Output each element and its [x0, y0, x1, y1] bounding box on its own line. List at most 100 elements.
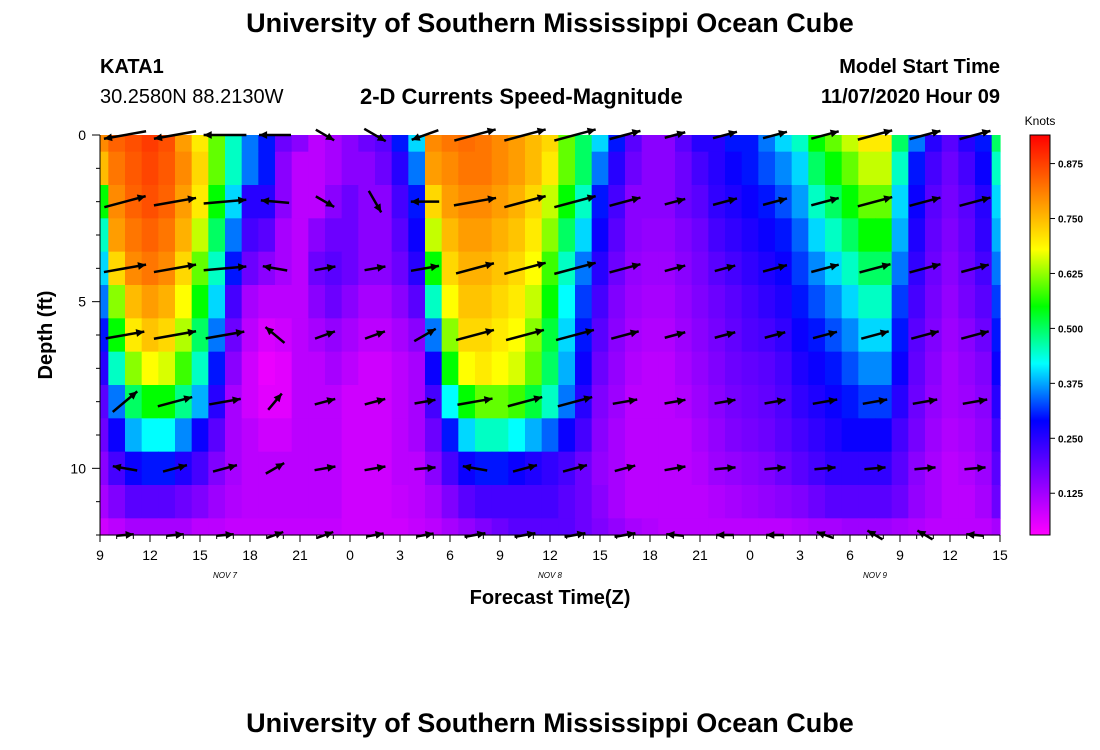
- model-start-label: Model Start Time: [839, 56, 1000, 78]
- heatmap-cell: [325, 485, 343, 519]
- current-vector: [609, 195, 641, 208]
- heatmap-cell: [308, 185, 326, 219]
- current-vector: [454, 127, 496, 142]
- heatmap-cell: [508, 418, 526, 453]
- heatmap-cell: [925, 418, 943, 453]
- heatmap-cell: [575, 251, 593, 286]
- current-vector: [367, 190, 383, 214]
- heatmap-cell: [175, 418, 193, 453]
- heatmap-cell: [725, 351, 743, 386]
- heatmap-cell: [708, 218, 726, 253]
- heatmap-cell: [391, 418, 409, 453]
- heatmap-cell: [341, 151, 359, 186]
- heatmap-cell: [608, 151, 626, 186]
- heatmap-cell: [708, 318, 726, 353]
- current-vector: [960, 262, 990, 274]
- x-tick-label: 3: [396, 547, 404, 563]
- heatmap-cell: [458, 418, 476, 453]
- heatmap-cell: [158, 518, 176, 536]
- heatmap-cell: [525, 518, 543, 536]
- heatmap-cell: [358, 318, 376, 353]
- heatmap-cell: [775, 218, 793, 253]
- heatmap-cell: [525, 351, 543, 386]
- heatmap-cell: [791, 285, 809, 319]
- heatmap-cell: [858, 351, 876, 386]
- heatmap-cell: [441, 451, 459, 486]
- heatmap-cell: [775, 185, 793, 219]
- heatmap-cell: [175, 151, 193, 186]
- heatmap-cell: [491, 285, 509, 319]
- heatmap-cell: [925, 218, 943, 253]
- heatmap-cell: [425, 218, 443, 253]
- heatmap-cell: [875, 351, 893, 386]
- heatmap-cell: [825, 351, 843, 386]
- heatmap-cell: [408, 218, 426, 253]
- current-vector: [609, 129, 641, 141]
- x-tick-label: 12: [542, 547, 558, 563]
- heatmap-cell: [458, 318, 476, 353]
- heatmap-cell: [808, 418, 826, 453]
- heatmap-cell: [775, 418, 793, 453]
- heatmap-cell: [375, 451, 393, 486]
- heatmap-cell: [608, 485, 626, 519]
- heatmap-cell: [441, 135, 459, 153]
- heatmap-cell: [408, 351, 426, 386]
- heatmap-cell: [191, 135, 209, 153]
- heatmap-cell: [425, 285, 443, 319]
- heatmap-cell: [191, 285, 209, 319]
- heatmap-cell: [108, 518, 126, 536]
- heatmap-cell: [841, 218, 859, 253]
- heatmap-cell: [725, 251, 743, 286]
- x-tick-label: 6: [846, 547, 854, 563]
- heatmap-cell: [291, 135, 309, 153]
- heatmap-cell: [391, 485, 409, 519]
- heatmap-cell: [258, 318, 276, 353]
- heatmap-cell: [141, 518, 159, 536]
- model-start-value: 11/07/2020 Hour 09: [820, 86, 1000, 108]
- heatmap-cell: [975, 485, 993, 519]
- current-vector: [762, 196, 788, 207]
- heatmap-cell: [525, 451, 543, 486]
- heatmap-cell: [791, 485, 809, 519]
- current-vector: [712, 130, 738, 140]
- heatmap-cell: [141, 218, 159, 253]
- heatmap-cell: [458, 218, 476, 253]
- heatmap-cell: [675, 351, 693, 386]
- heatmap-cell: [325, 385, 343, 419]
- heatmap-cell: [241, 418, 259, 453]
- heatmap-cell: [208, 285, 226, 319]
- heatmap-cell: [991, 285, 1001, 319]
- heatmap-cell: [741, 485, 759, 519]
- heatmap-cell: [275, 418, 293, 453]
- heatmap-cell: [891, 451, 909, 486]
- heatmap-cell: [841, 318, 859, 353]
- current-vector: [864, 464, 886, 473]
- heatmap-cell: [491, 135, 509, 153]
- heatmap-cell: [591, 518, 609, 536]
- heatmap-cell: [525, 151, 543, 186]
- heatmap-cell: [275, 518, 293, 536]
- heatmap-cell: [891, 485, 909, 519]
- heatmap-cell: [141, 318, 159, 353]
- heatmap-cell: [508, 285, 526, 319]
- current-vector: [554, 127, 596, 142]
- heatmap-cell: [691, 318, 709, 353]
- current-vector: [315, 195, 335, 209]
- heatmap-cell: [175, 318, 193, 353]
- heatmap-cell: [841, 518, 859, 536]
- heatmap-cell: [975, 418, 993, 453]
- heatmap-cell: [458, 151, 476, 186]
- heatmap-cell: [191, 485, 209, 519]
- heatmap-cell: [358, 485, 376, 519]
- x-tick-label: 18: [242, 547, 258, 563]
- heatmap-cell: [225, 218, 243, 253]
- heatmap-cell: [641, 318, 659, 353]
- heatmap-cell: [225, 351, 243, 386]
- station-id: KATA1: [100, 56, 164, 78]
- heatmap-cell: [175, 518, 193, 536]
- heatmap-cell: [541, 151, 559, 186]
- heatmap-cell: [275, 485, 293, 519]
- current-vector: [364, 397, 386, 406]
- heatmap-cell: [491, 485, 509, 519]
